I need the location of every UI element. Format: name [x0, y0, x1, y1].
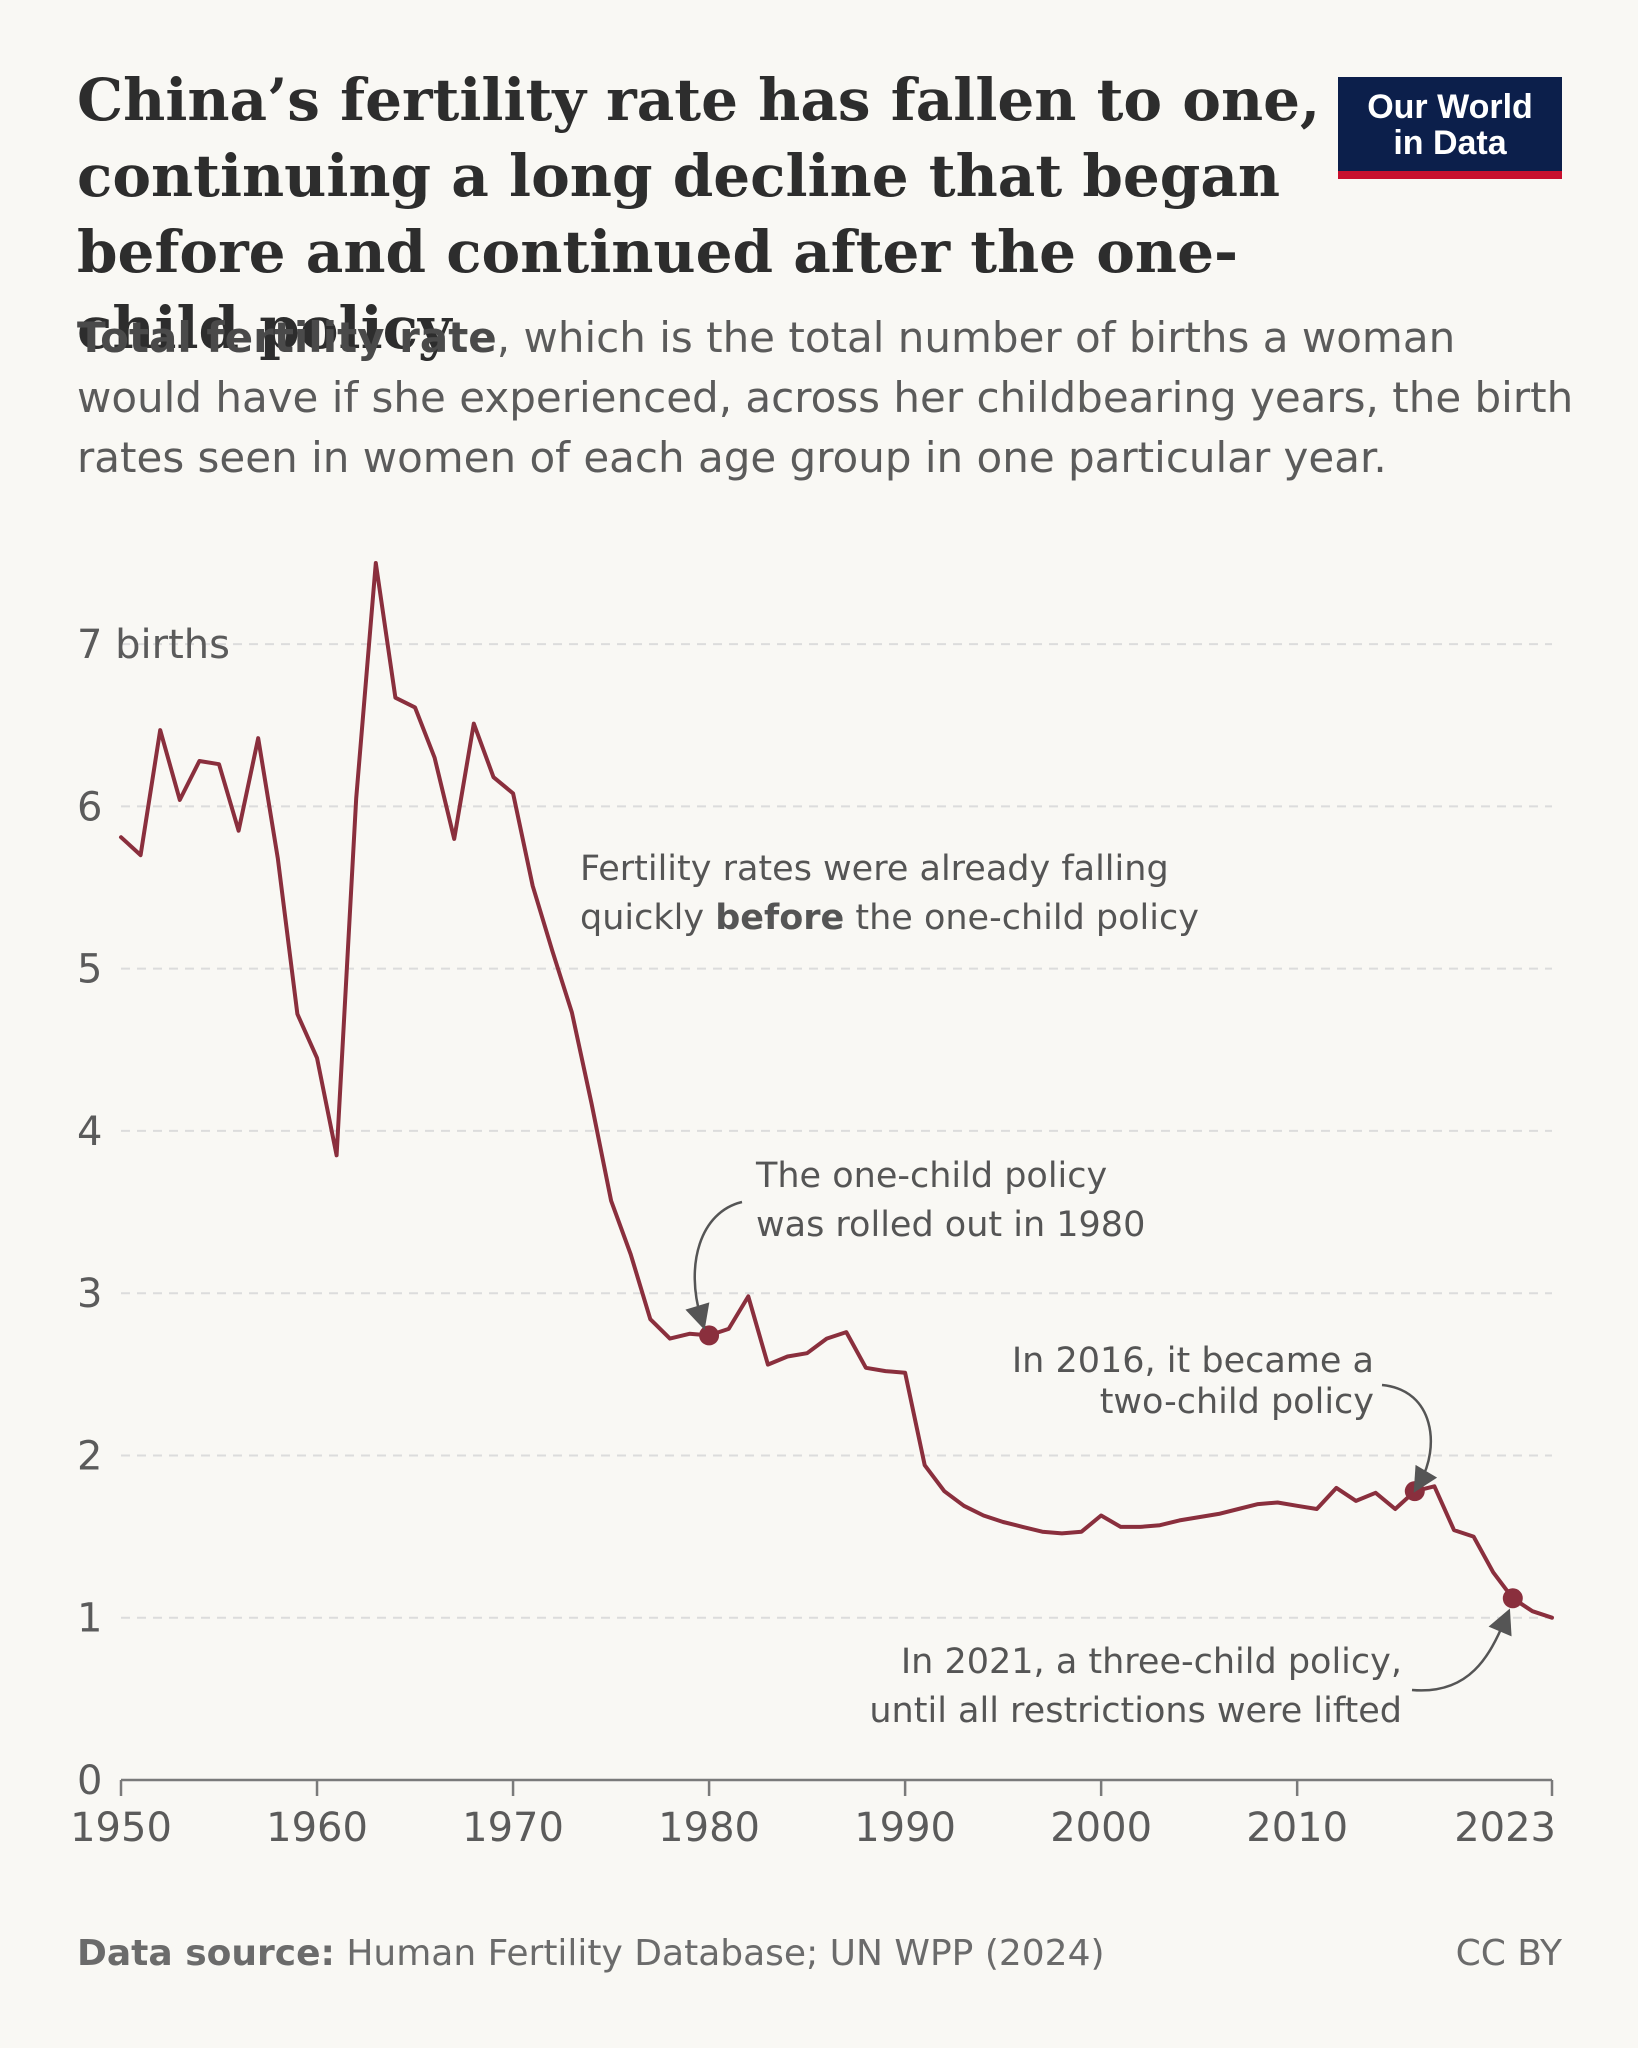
annotation-three-child-line-1: In 2021, a three-child policy, — [901, 1642, 1402, 1682]
y-tick-label: 1 — [77, 1596, 102, 1642]
y-tick-label: 7 births — [77, 622, 230, 668]
y-tick-label: 0 — [77, 1758, 102, 1804]
data-source-label: Data source: — [77, 1933, 335, 1974]
subtitle-rest: , which is the total number of births a … — [77, 313, 1574, 482]
y-tick-label: 5 — [77, 947, 102, 993]
annotation-before-line-2-pre: quickly — [580, 898, 715, 938]
annotation-before-line-2-post: the one-child policy — [844, 898, 1199, 938]
annotation-three-child-line-2: until all restrictions were lifted — [869, 1691, 1402, 1731]
x-tick-label: 1990 — [854, 1805, 956, 1851]
grid-lines — [121, 643, 1552, 1619]
highlight-point — [1404, 1481, 1425, 1502]
annotation-two-child-line-1: In 2016, it became a — [1012, 1341, 1374, 1381]
data-source: Data source: Human Fertility Database; U… — [77, 1933, 1105, 1974]
y-tick-label: 6 — [77, 784, 102, 830]
license-link[interactable]: CC BY — [1455, 1933, 1562, 1974]
annotation-three-child-arrow — [1411, 1608, 1512, 1692]
y-tick-label: 4 — [77, 1109, 102, 1155]
x-tick-label: 2023 — [1454, 1805, 1556, 1851]
subtitle-bold: Total fertility rate — [77, 313, 497, 362]
annotation-one-child-arrow — [685, 1200, 743, 1330]
highlight-point — [699, 1325, 720, 1346]
x-tick-label: 1960 — [266, 1805, 368, 1851]
our-world-in-data-logo[interactable]: Our World in Data — [1338, 77, 1562, 179]
series-line — [119, 561, 1554, 1620]
highlight-point — [1502, 1588, 1523, 1609]
x-tick-label: 1970 — [462, 1805, 564, 1851]
annotation-before-policy: Fertility rates were already falling qui… — [580, 849, 1199, 938]
y-tick-label: 3 — [77, 1271, 102, 1317]
y-axis-tick-labels: 0 1 2 3 4 5 6 7 births — [77, 622, 230, 1804]
annotation-two-child-arrow — [1381, 1383, 1438, 1493]
x-tick-label: 1950 — [70, 1805, 172, 1851]
x-tick-label: 2010 — [1246, 1805, 1348, 1851]
annotation-three-child-policy: In 2021, a three-child policy, until all… — [869, 1608, 1512, 1731]
y-tick-label: 2 — [77, 1433, 102, 1479]
x-axis: 1950 1960 1970 1980 1990 2000 2010 2023 — [70, 1778, 1556, 1851]
svg-text:quickly before the one-child p: quickly before the one-child policy — [580, 898, 1199, 938]
annotation-before-line-1: Fertility rates were already falling — [580, 849, 1169, 889]
annotation-one-child-policy: The one-child policy was rolled out in 1… — [685, 1156, 1145, 1330]
logo-line-2: in Data — [1393, 124, 1507, 162]
series-lines — [119, 561, 1554, 1620]
x-tick-label: 2000 — [1050, 1805, 1152, 1851]
logo-line-1: Our World — [1367, 88, 1533, 126]
chart-subtitle: Total fertility rate, which is the total… — [77, 308, 1577, 488]
chart-title: China’s fertility rate has fallen to one… — [77, 66, 1321, 362]
annotation-before-line-2-bold: before — [715, 898, 844, 938]
annotation-two-child-line-2: two-child policy — [1100, 1382, 1374, 1422]
annotation-one-child-line-1: The one-child policy — [755, 1156, 1107, 1196]
annotation-two-child-policy: In 2016, it became a two-child policy — [1012, 1341, 1438, 1493]
annotation-one-child-line-2: was rolled out in 1980 — [756, 1205, 1145, 1245]
x-tick-label: 1980 — [658, 1805, 760, 1851]
data-source-text: Human Fertility Database; UN WPP (2024) — [334, 1933, 1105, 1974]
svg-text:Fertility rates were already f: Fertility rates were already falling — [580, 849, 1169, 889]
